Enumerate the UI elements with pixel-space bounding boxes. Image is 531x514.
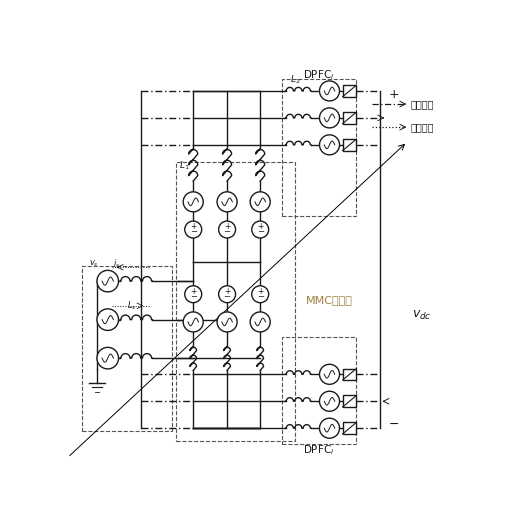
- Circle shape: [183, 312, 203, 332]
- Bar: [282, 79, 356, 216]
- Text: −: −: [256, 227, 264, 236]
- Circle shape: [97, 270, 118, 292]
- Text: DPFC$_i$: DPFC$_i$: [303, 68, 335, 82]
- Text: −: −: [389, 418, 399, 431]
- Text: −: −: [224, 292, 230, 301]
- Circle shape: [320, 81, 339, 101]
- Bar: [342, 395, 356, 407]
- Circle shape: [320, 391, 339, 411]
- Text: +: +: [389, 88, 399, 101]
- Text: +: +: [257, 287, 263, 296]
- Text: −: −: [224, 227, 230, 236]
- Bar: [82, 266, 172, 431]
- Circle shape: [217, 312, 237, 332]
- Circle shape: [219, 286, 236, 303]
- Text: $i_s$: $i_s$: [113, 258, 120, 270]
- Circle shape: [183, 192, 203, 212]
- Circle shape: [320, 418, 339, 438]
- Circle shape: [252, 286, 269, 303]
- Bar: [342, 139, 356, 151]
- Bar: [342, 112, 356, 124]
- Text: 交流电流: 交流电流: [410, 122, 434, 132]
- Circle shape: [252, 221, 269, 238]
- Circle shape: [185, 286, 202, 303]
- Text: $L_1$: $L_1$: [179, 159, 189, 172]
- Circle shape: [97, 347, 118, 369]
- Bar: [282, 337, 356, 444]
- Text: $v_{dc}$: $v_{dc}$: [412, 309, 432, 322]
- Bar: [342, 423, 356, 434]
- Text: +: +: [257, 222, 263, 231]
- Bar: [342, 85, 356, 97]
- Circle shape: [217, 192, 237, 212]
- Circle shape: [97, 309, 118, 331]
- Bar: [176, 162, 295, 442]
- Circle shape: [219, 221, 236, 238]
- Text: +: +: [190, 222, 196, 231]
- Circle shape: [320, 108, 339, 128]
- Text: +: +: [224, 222, 230, 231]
- Circle shape: [320, 364, 339, 384]
- Text: $L_s$: $L_s$: [127, 300, 136, 312]
- Bar: [342, 369, 356, 380]
- Text: −: −: [190, 227, 196, 236]
- Text: +: +: [190, 287, 196, 296]
- Text: +: +: [224, 287, 230, 296]
- Text: $L_2$: $L_2$: [289, 74, 300, 86]
- Circle shape: [250, 312, 270, 332]
- Text: −: −: [190, 292, 196, 301]
- Text: DPFC$_i$: DPFC$_i$: [303, 443, 335, 456]
- Text: $v_s$: $v_s$: [89, 259, 99, 269]
- Text: MMC换流站: MMC换流站: [306, 296, 353, 305]
- Circle shape: [320, 135, 339, 155]
- Text: 直流电流: 直流电流: [410, 99, 434, 109]
- Circle shape: [250, 192, 270, 212]
- Text: −: −: [256, 292, 264, 301]
- Circle shape: [185, 221, 202, 238]
